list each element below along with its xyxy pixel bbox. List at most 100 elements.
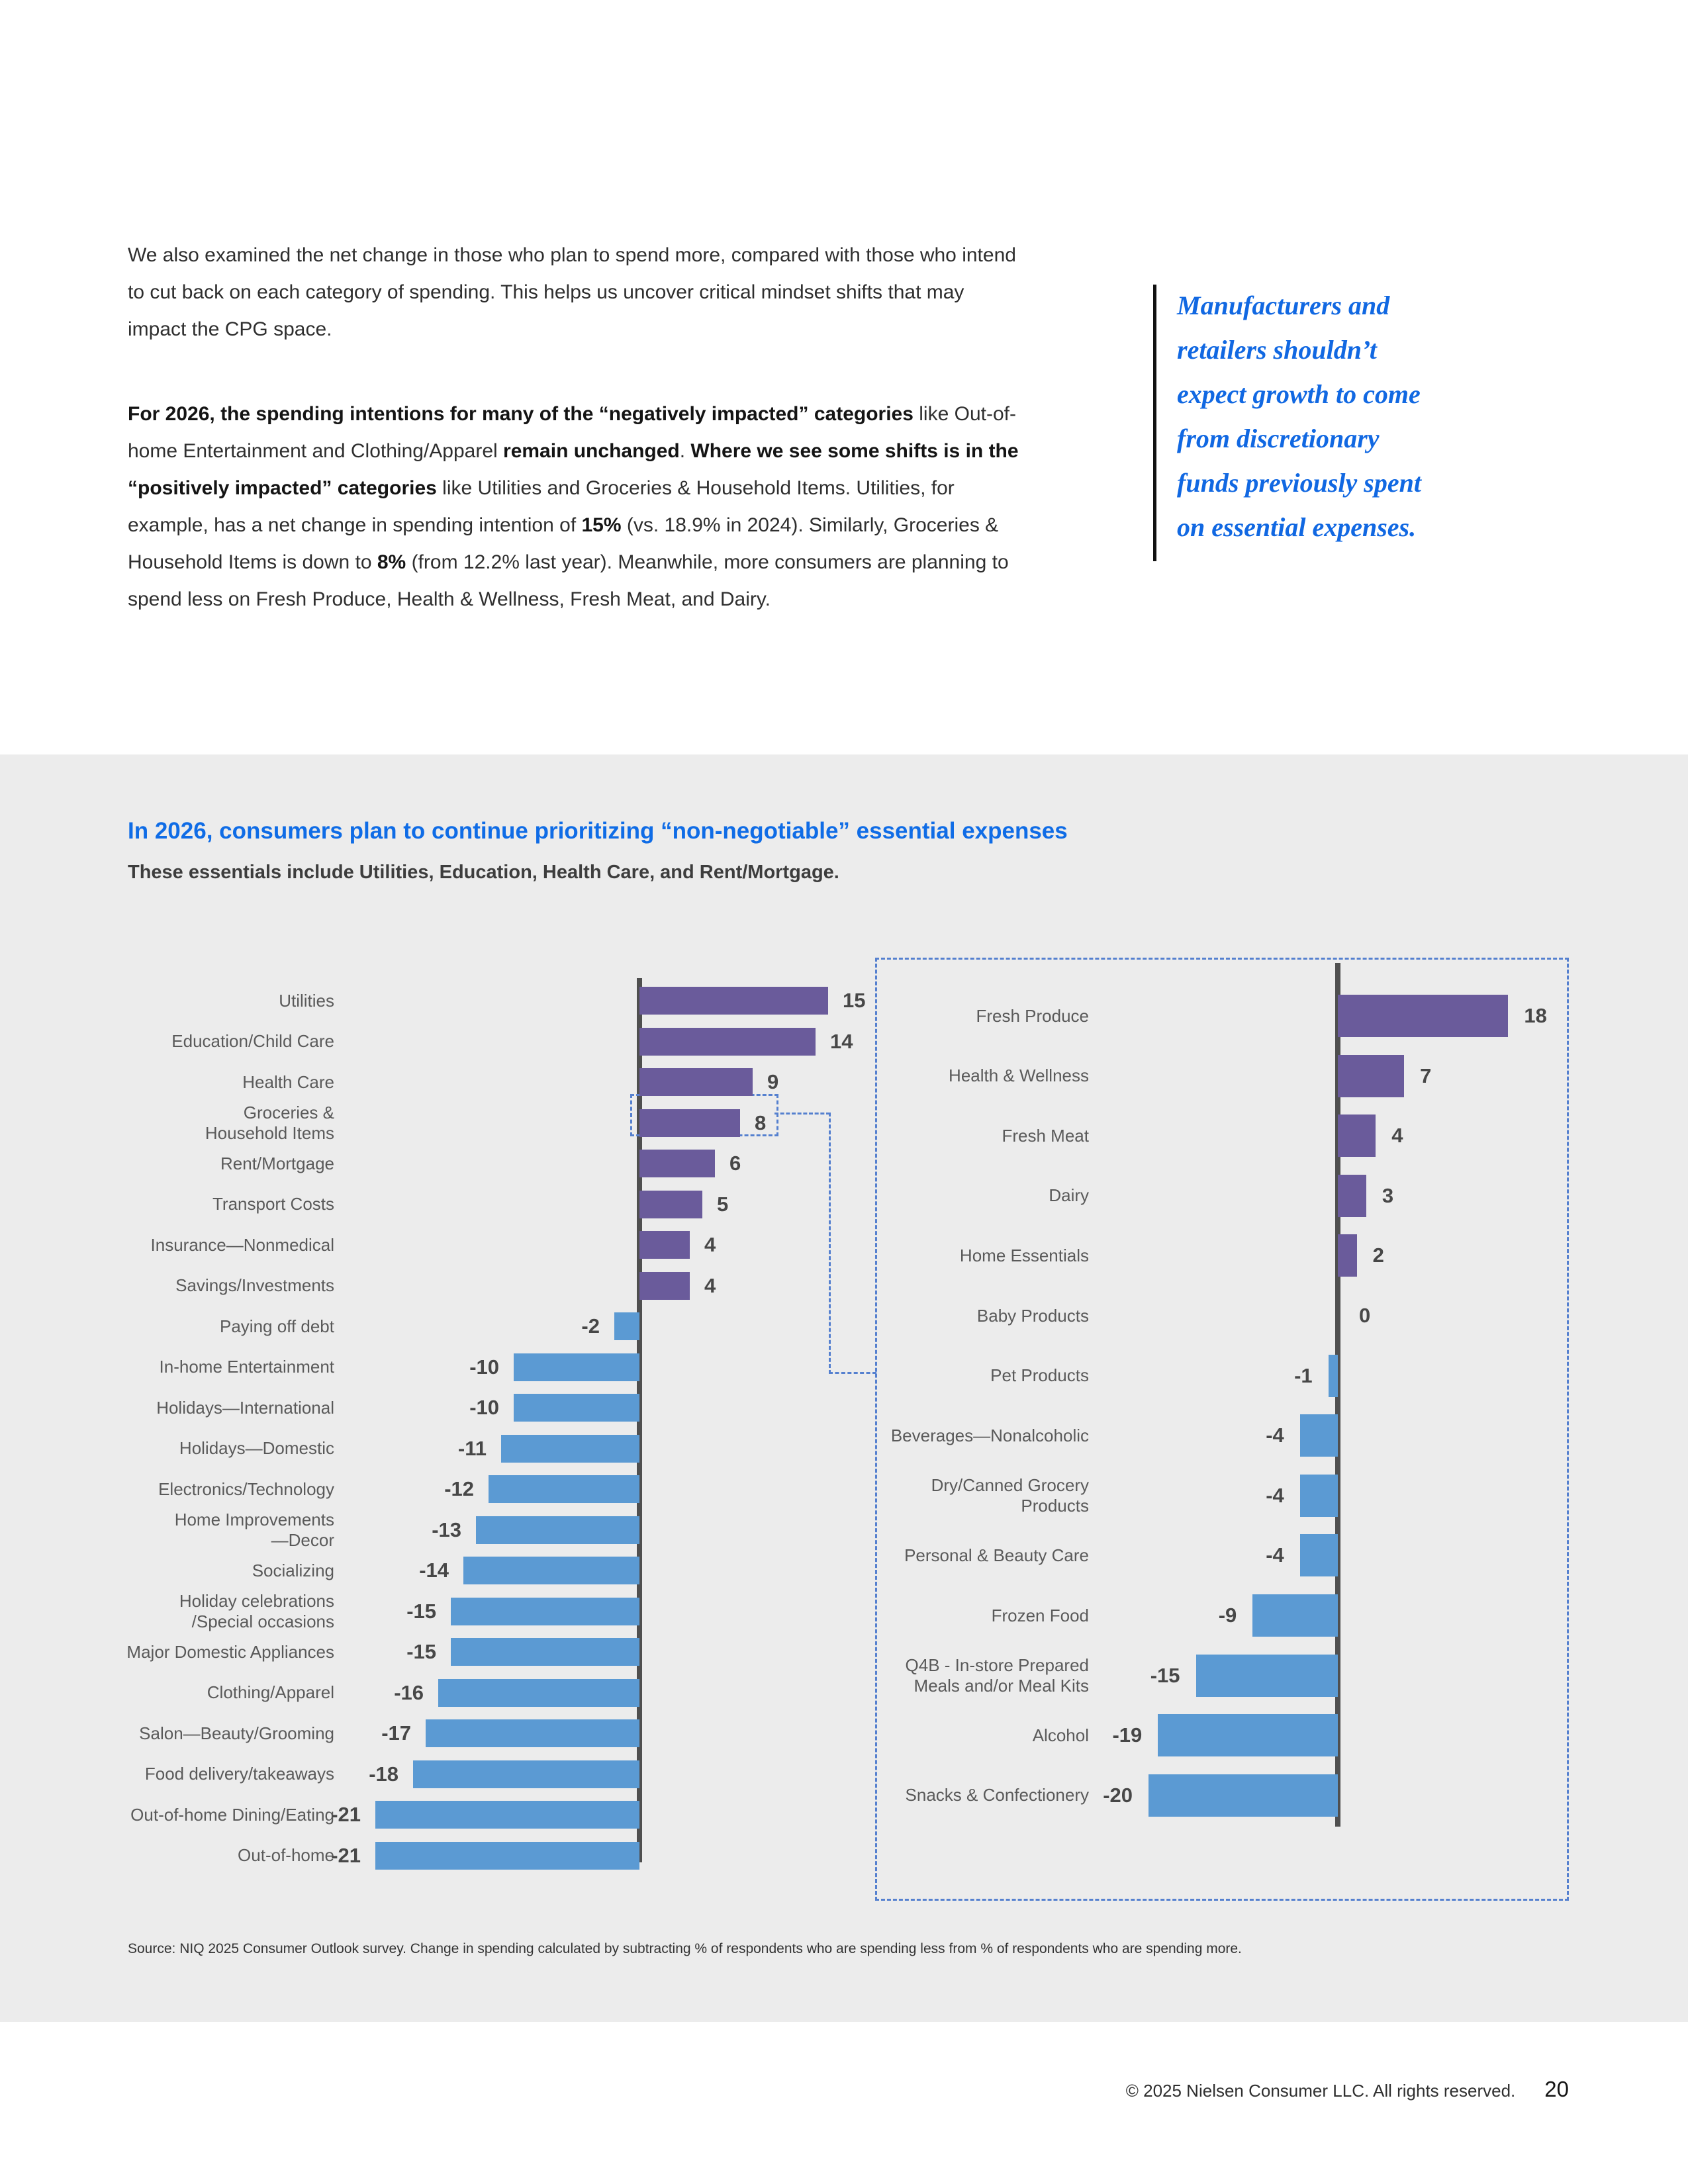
right-chart-value-label: 2 [1372, 1244, 1384, 1267]
left-chart-value-label: 6 [729, 1152, 741, 1175]
left-chart-value-label: -18 [369, 1762, 399, 1786]
intro-paragraph: For 2026, the spending intentions for ma… [128, 403, 1019, 610]
pull-quote-line: funds previously spent [1177, 468, 1421, 498]
right-chart-bar [1338, 1115, 1376, 1158]
page-footer: © 2025 Nielsen Consumer LLC. All rights … [993, 2077, 1569, 2102]
left-chart-row: Out-of-home -21 [0, 1841, 1688, 1870]
left-chart-value-label: -13 [432, 1518, 461, 1541]
left-chart-category-label: Holidays—International [156, 1397, 334, 1418]
left-chart-category-label: Groceries & Household Items [205, 1102, 334, 1143]
left-chart-bar [514, 1353, 639, 1381]
left-chart-row: Groceries & Household Items 8 [0, 1102, 1688, 1143]
left-chart-value-label: -21 [331, 1803, 361, 1826]
right-chart-category-label: Alcohol [1032, 1725, 1089, 1745]
left-chart-row: Insurance—Nonmedical 4 [0, 1231, 1688, 1259]
left-chart-category-label: Holidays—Domestic [179, 1438, 334, 1458]
left-chart-row: Transport Costs 5 [0, 1190, 1688, 1218]
left-chart-value-label: -15 [406, 1599, 436, 1623]
intro-paragraph: We also examined the net change in those… [128, 244, 1016, 340]
right-chart-category-label: Q4B - In-store Prepared Meals and/or Meal… [905, 1655, 1089, 1696]
left-chart-category-label: Clothing/Apparel [207, 1682, 334, 1702]
left-chart-bar [639, 1231, 690, 1259]
left-chart-value-label: -15 [406, 1640, 436, 1663]
right-chart-row: Snacks & Confectionery -20 [0, 1774, 1688, 1817]
left-chart-row: Utilities 15 [0, 987, 1688, 1015]
right-chart-category-label: Beverages—Nonalcoholic [890, 1425, 1089, 1445]
left-chart-value-label: -10 [469, 1396, 499, 1419]
right-chart-category-label: Health & Wellness [949, 1066, 1089, 1086]
right-chart-row: Personal & Beauty Care -4 [0, 1534, 1688, 1577]
pull-quote-line: expect growth to come [1177, 379, 1421, 409]
left-chart-value-label: -17 [381, 1721, 411, 1745]
right-chart-value-label: -4 [1266, 1543, 1284, 1567]
left-chart-value-label: 4 [704, 1233, 716, 1256]
right-chart-axis [1335, 963, 1340, 1827]
left-chart-bar [375, 1841, 639, 1870]
right-chart-bar [1158, 1714, 1338, 1757]
right-chart-value-label: 7 [1420, 1064, 1432, 1087]
right-chart-category-label: Fresh Produce [976, 1005, 1089, 1026]
right-chart-value-label: 0 [1359, 1304, 1371, 1327]
left-chart-bar [514, 1394, 639, 1422]
left-chart-bar [614, 1312, 639, 1340]
right-chart-value-label: -4 [1266, 1483, 1284, 1507]
left-chart-bar [501, 1434, 639, 1463]
left-chart-row: Holidays—International -10 [0, 1394, 1688, 1422]
right-chart-bar [1299, 1474, 1338, 1517]
right-chart-row: Frozen Food -9 [0, 1594, 1688, 1637]
right-chart-row: Q4B - In-store Prepared Meals and/or Meal… [0, 1654, 1688, 1697]
left-chart-bar [489, 1475, 639, 1503]
left-chart-bar [639, 1068, 753, 1096]
left-chart-row: Home Improvements —Decor -13 [0, 1510, 1688, 1550]
right-chart-row: Home Essentials 2 [0, 1234, 1688, 1277]
left-chart-axis [637, 978, 642, 1862]
left-chart-bar [639, 1150, 715, 1177]
left-chart-bar [463, 1557, 639, 1584]
chart-panel: In 2026, consumers plan to continue prio… [0, 754, 1688, 2022]
left-chart-category-label: Savings/Investments [175, 1275, 334, 1295]
right-chart-row: Dry/Canned Grocery Products -4 [0, 1474, 1688, 1517]
left-chart-value-label: 14 [830, 1029, 853, 1053]
left-chart-row: Electronics/Technology -12 [0, 1475, 1688, 1503]
pull-quote-line: on essential expenses. [1177, 512, 1417, 542]
right-chart-category-label: Fresh Meat [1002, 1125, 1090, 1146]
source-note: Source: NIQ 2025 Consumer Outlook survey… [128, 1941, 1242, 1956]
chart-title: In 2026, consumers plan to continue prio… [128, 818, 1068, 844]
chart-subtitle: These essentials include Utilities, Educ… [128, 862, 839, 883]
left-chart-value-label: -10 [469, 1355, 499, 1379]
left-chart-category-label: Health Care [242, 1071, 334, 1092]
right-chart-category-label: Frozen Food [991, 1605, 1089, 1625]
left-chart-value-label: 8 [755, 1111, 767, 1134]
right-chart-bar [1338, 1054, 1405, 1097]
pull-quote-line: retailers shouldn’t [1177, 335, 1377, 365]
pull-quote-line: Manufacturers and [1177, 291, 1390, 320]
left-chart-category-label: Out-of-home Dining/Eating [130, 1804, 334, 1825]
left-chart-category-label: Holiday celebrations/Special occasions [179, 1590, 334, 1631]
left-chart-category-label: Electronics/Technology [158, 1479, 334, 1499]
right-chart-value-label: -20 [1103, 1783, 1133, 1807]
right-chart-value-label: -15 [1150, 1663, 1180, 1687]
right-chart-value-label: -9 [1218, 1604, 1237, 1627]
pull-quote: Manufacturers and retailers shouldn’t expe… [1177, 283, 1495, 549]
left-chart-value-label: 15 [843, 989, 866, 1012]
left-chart-bar [451, 1638, 639, 1666]
left-chart-category-label: Paying off debt [220, 1316, 334, 1336]
right-chart-row: Fresh Meat 4 [0, 1115, 1688, 1158]
right-chart-value-label: -4 [1266, 1424, 1284, 1447]
connector-line [829, 1372, 876, 1374]
copyright-text: © 2025 Nielsen Consumer LLC. All rights … [1125, 2081, 1516, 2101]
left-chart-row: Paying off debt -2 [0, 1312, 1688, 1340]
left-chart-value-label: 5 [717, 1192, 729, 1216]
left-chart-row: Salon—Beauty/Grooming -17 [0, 1719, 1688, 1747]
left-chart-row: In-home Entertainment -10 [0, 1353, 1688, 1381]
left-chart-bar [639, 1027, 816, 1056]
left-chart-category-label: Salon—Beauty/Grooming [139, 1723, 334, 1743]
left-chart-bar [438, 1678, 639, 1707]
left-chart-category-label: In-home Entertainment [159, 1357, 334, 1377]
left-chart-value-label: -12 [444, 1477, 474, 1500]
right-chart-bar [1299, 1534, 1338, 1577]
left-chart-category-label: Utilities [279, 990, 334, 1011]
right-chart-bar [1338, 1174, 1366, 1217]
left-chart-bar [476, 1516, 639, 1544]
